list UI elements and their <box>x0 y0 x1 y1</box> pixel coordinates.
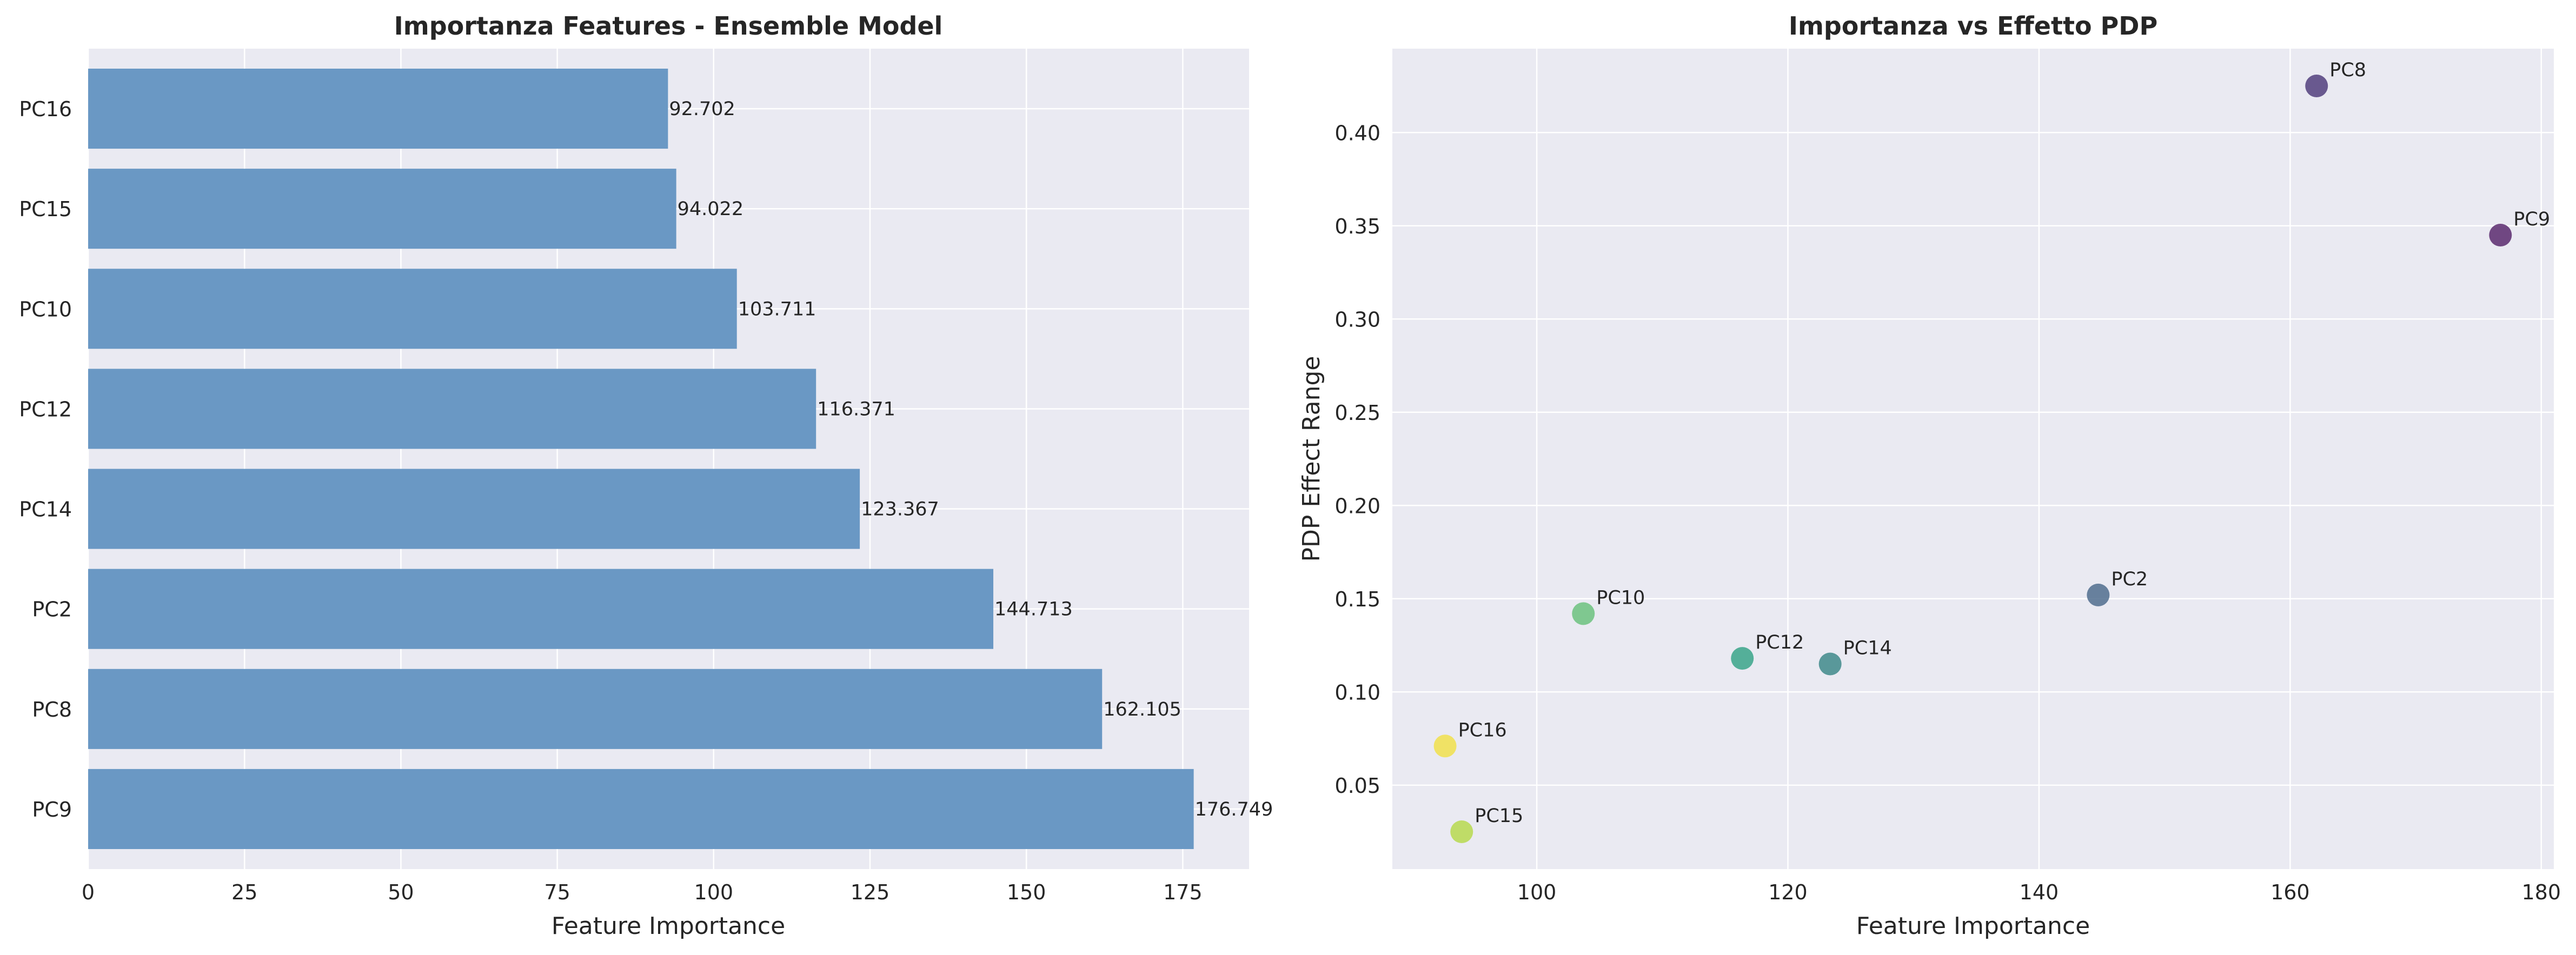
bar-pc16 <box>88 69 668 149</box>
scatter-plot-area <box>1392 49 2554 869</box>
bar-y-tick-label: PC9 <box>32 798 72 822</box>
bar-value-label: 94.022 <box>678 198 743 220</box>
bar-chart-title: Importanza Features - Ensemble Model <box>394 11 943 41</box>
scatter-point-pc2 <box>2087 583 2110 606</box>
bar-marks: 176.749 162.105 144.713 123.367 116.371 103.7… <box>88 69 1273 849</box>
scatter-point-label: PC15 <box>1475 805 1523 827</box>
scatter-y-tick-label: 0.30 <box>1335 308 1380 331</box>
bar-x-tick-label: 150 <box>1007 880 1046 904</box>
bar-y-tick-label: PC14 <box>19 498 72 522</box>
bar-x-tick-label: 50 <box>388 880 414 904</box>
bar-value-label: 103.711 <box>738 298 816 320</box>
scatter-point-label: PC12 <box>1755 632 1804 653</box>
bar-x-tick-label: 175 <box>1163 880 1203 904</box>
bar-y-tick-label: PC8 <box>32 698 72 722</box>
bar-pc12 <box>88 369 816 449</box>
scatter-marks: PC9 PC8 PC2 PC14 PC12 PC10 PC15 PC16 <box>1433 59 2550 843</box>
bar-y-tick-label: PC12 <box>19 397 72 421</box>
scatter-point-pc12 <box>1731 647 1754 670</box>
bar-value-label: 162.105 <box>1103 699 1181 720</box>
scatter-x-tick-label: 100 <box>1517 880 1557 904</box>
scatter-point-label: PC16 <box>1458 719 1507 741</box>
bar-x-tick-label: 25 <box>231 880 257 904</box>
scatter-grid <box>1392 49 2554 869</box>
scatter-point-pc9 <box>2489 224 2512 246</box>
scatter-x-tick-label: 120 <box>1768 880 1808 904</box>
bar-x-tick-label: 125 <box>851 880 890 904</box>
bar-x-tick-label: 75 <box>544 880 570 904</box>
scatter-point-pc16 <box>1433 734 1457 758</box>
bar-y-tick-label: PC2 <box>32 598 72 622</box>
scatter-point-pc15 <box>1450 820 1473 843</box>
bar-pc15 <box>88 169 676 249</box>
bar-pc2 <box>88 569 994 649</box>
scatter-chart-x-axis-label: Feature Importance <box>1856 912 2090 940</box>
scatter-chart-title: Importanza vs Effetto PDP <box>1789 11 2157 41</box>
scatter-y-tick-label: 0.25 <box>1335 401 1380 425</box>
bar-pc14 <box>88 469 860 549</box>
bar-pc8 <box>88 669 1103 749</box>
bar-y-tick-label: PC16 <box>19 97 72 121</box>
bar-pc9 <box>88 769 1194 849</box>
bar-pc10 <box>88 269 737 349</box>
scatter-y-tick-label: 0.05 <box>1335 774 1380 798</box>
bar-value-label: 92.702 <box>669 98 735 120</box>
scatter-y-tick-label: 0.40 <box>1335 121 1380 145</box>
scatter-point-pc10 <box>1572 602 1595 625</box>
scatter-x-tick-label: 140 <box>2020 880 2059 904</box>
scatter-x-tick-labels: 100 120 140 160 180 <box>1517 880 2561 904</box>
bar-y-tick-labels: PC9 PC8 PC2 PC14 PC12 PC10 PC15 PC16 <box>19 97 72 822</box>
scatter-x-tick-label: 160 <box>2270 880 2310 904</box>
scatter-point-pc8 <box>2305 75 2328 97</box>
bar-x-tick-label: 100 <box>694 880 734 904</box>
bar-y-tick-label: PC10 <box>19 297 72 321</box>
bar-value-label: 144.713 <box>994 599 1073 620</box>
scatter-y-tick-label: 0.35 <box>1335 215 1380 238</box>
scatter-point-label: PC8 <box>2329 59 2366 81</box>
scatter-chart-y-axis-label: PDP Effect Range <box>1298 356 1325 562</box>
scatter-y-tick-label: 0.15 <box>1335 587 1380 611</box>
scatter-point-pc14 <box>1818 652 1842 676</box>
bar-chart-x-axis-label: Feature Importance <box>552 912 785 940</box>
scatter-y-tick-labels: 0.05 0.10 0.15 0.20 0.25 0.30 0.35 0.40 <box>1335 121 1380 798</box>
bar-value-label: 116.371 <box>817 398 895 420</box>
scatter-point-label: PC9 <box>2513 209 2550 230</box>
scatter-point-label: PC10 <box>1596 587 1645 609</box>
bar-x-tick-labels: 0 25 50 75 100 125 150 175 <box>82 880 1203 904</box>
scatter-point-label: PC2 <box>2111 569 2148 590</box>
bar-value-label: 123.367 <box>861 499 939 520</box>
bar-value-label: 176.749 <box>1195 799 1273 820</box>
scatter-point-label: PC14 <box>1843 638 1892 659</box>
scatter-y-tick-label: 0.20 <box>1335 494 1380 518</box>
scatter-y-tick-label: 0.10 <box>1335 680 1380 704</box>
bar-chart-panel: 176.749 162.105 144.713 123.367 116.371 103.7… <box>19 11 1273 940</box>
bar-y-tick-label: PC15 <box>19 197 72 221</box>
scatter-x-tick-label: 180 <box>2522 880 2561 904</box>
bar-x-tick-label: 0 <box>82 880 95 904</box>
